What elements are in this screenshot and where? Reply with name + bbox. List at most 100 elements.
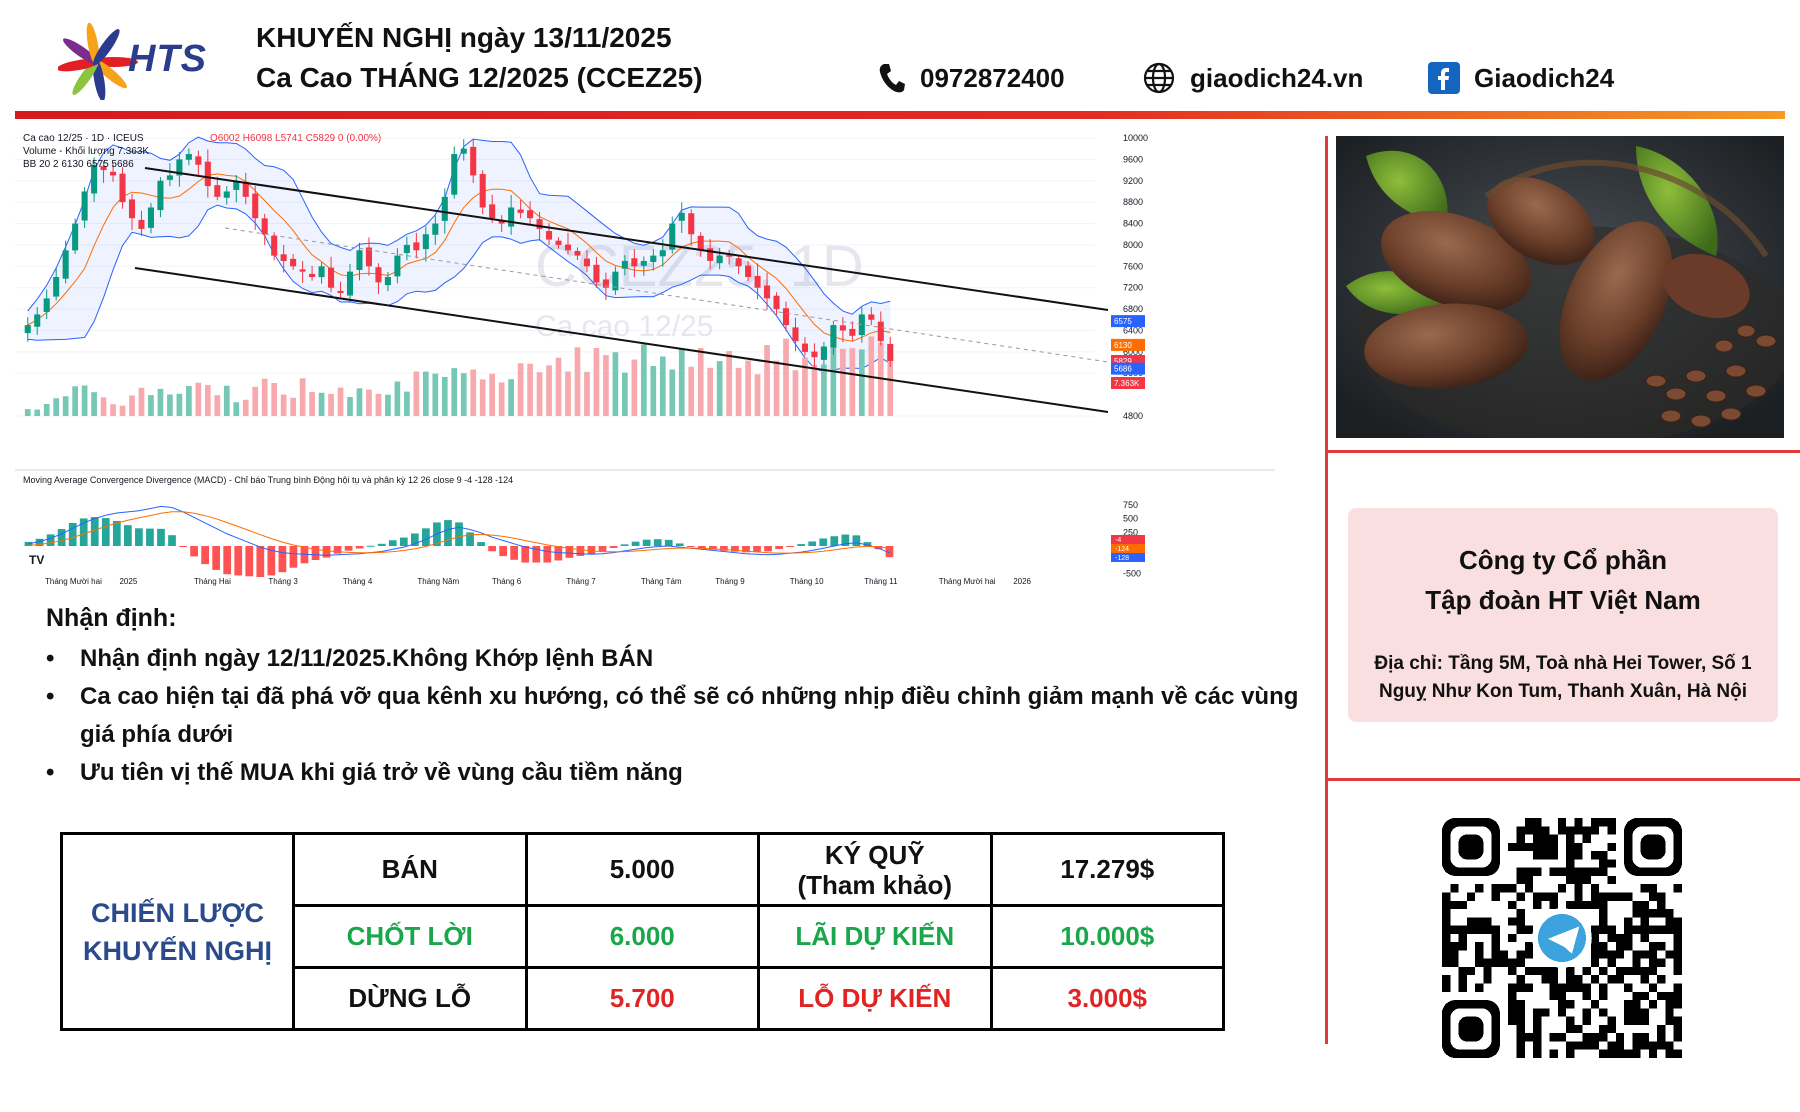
qr-module xyxy=(1640,950,1649,959)
qr-module xyxy=(1607,975,1616,984)
price-chart[interactable]: CCEZ25, 1D Ca cao 12/25 10000 9600 9200 880… xyxy=(15,126,1315,590)
candle xyxy=(593,264,600,283)
qr-module xyxy=(1657,925,1666,934)
candle xyxy=(678,212,685,221)
qr-module xyxy=(1566,1000,1575,1009)
qr-module xyxy=(1607,875,1616,885)
volume-bar xyxy=(460,373,467,416)
macd-histogram-bar xyxy=(123,525,132,546)
qr-module xyxy=(1516,1024,1525,1034)
candle xyxy=(621,260,628,269)
volume-bar xyxy=(574,347,581,416)
trend-channel xyxy=(134,167,1109,413)
volume-bar xyxy=(318,392,325,416)
candle xyxy=(659,250,666,257)
macd-histogram-bar xyxy=(521,546,530,563)
macd-histogram-bar xyxy=(179,546,187,547)
x-tick-label: Tháng Mười hai xyxy=(45,577,102,586)
price-tag xyxy=(1111,377,1145,389)
candle xyxy=(716,255,723,264)
macd-histogram-bar xyxy=(24,541,33,546)
volume-bar xyxy=(290,397,296,416)
candle xyxy=(403,244,410,254)
qr-module xyxy=(1590,1000,1600,1009)
qr-module xyxy=(1524,950,1534,959)
contact-facebook[interactable]: Giaodich24 xyxy=(1428,60,1614,96)
bollinger-lower xyxy=(27,204,891,373)
qr-module xyxy=(1673,1024,1682,1034)
qr-module xyxy=(1566,875,1575,885)
qr-module xyxy=(1475,958,1484,967)
candle xyxy=(290,258,297,267)
qr-module xyxy=(1640,933,1649,943)
qr-module xyxy=(1599,909,1608,918)
qr-module xyxy=(1499,958,1509,967)
candle xyxy=(34,314,41,327)
macd-histogram-bar xyxy=(90,517,99,546)
qr-module xyxy=(1450,958,1459,967)
website-link[interactable]: giaodich24.vn xyxy=(1190,62,1364,93)
x-tick-label: 2025 xyxy=(119,577,137,586)
hts-logo-icon xyxy=(58,22,138,100)
facebook-link[interactable]: Giaodich24 xyxy=(1474,62,1615,93)
macd-histogram-bar xyxy=(422,528,430,546)
candle xyxy=(527,210,534,219)
qr-module xyxy=(1442,950,1451,959)
qr-module xyxy=(1590,975,1600,984)
candle xyxy=(536,219,543,229)
qr-module xyxy=(1516,925,1525,934)
y-tick-label: 6800 xyxy=(1123,304,1143,314)
bullet-icon: • xyxy=(46,645,55,672)
header-divider xyxy=(15,111,1785,119)
macd-tag xyxy=(1111,535,1145,544)
volume-bar xyxy=(830,346,837,416)
macd-signal-path xyxy=(28,511,890,554)
candle xyxy=(868,314,875,320)
entry-price: 5.000 xyxy=(524,832,760,907)
strategy-heading: CHIẾN LƯỢC KHUYẾN NGHỊ xyxy=(60,832,295,1031)
qr-module xyxy=(1516,1041,1525,1050)
qr-module xyxy=(1582,826,1591,835)
qr-module xyxy=(1533,842,1542,852)
qr-module xyxy=(1475,917,1484,926)
qr-module xyxy=(1599,917,1608,926)
qr-module xyxy=(1657,958,1666,967)
contact-website[interactable]: giaodich24.vn xyxy=(1142,60,1363,96)
chart-canvas: CCEZ25, 1D Ca cao 12/25 1000096009200880… xyxy=(15,126,1315,590)
qr-module xyxy=(1524,966,1534,976)
qr-module xyxy=(1615,892,1625,901)
qr-module xyxy=(1566,851,1575,860)
macd-histogram-bar xyxy=(477,542,485,546)
stop-loss-price: 5.700 xyxy=(524,966,760,1031)
qr-module xyxy=(1648,950,1658,959)
x-tick-label: Tháng 4 xyxy=(343,577,373,586)
candle xyxy=(745,265,752,277)
volume-bar xyxy=(479,379,486,416)
candle xyxy=(887,343,894,361)
qr-module xyxy=(1665,917,1674,926)
contact-phone[interactable]: 0972872400 xyxy=(878,60,1065,96)
telegram-qr-code[interactable] xyxy=(1442,818,1682,1058)
qr-module xyxy=(1466,966,1476,976)
qr-module xyxy=(1533,1024,1542,1034)
qr-module xyxy=(1590,1041,1600,1050)
qr-module xyxy=(1516,950,1525,959)
globe-icon xyxy=(1143,62,1175,94)
volume-bar xyxy=(470,369,477,416)
qr-module xyxy=(1533,900,1542,910)
volume-bar xyxy=(214,395,221,416)
x-tick-label: Tháng Năm xyxy=(417,577,459,586)
candle xyxy=(280,254,287,261)
qr-module xyxy=(1615,1033,1625,1042)
qr-module xyxy=(1508,983,1517,992)
company-name: Công ty Cổ phần Tập đoàn HT Việt Nam xyxy=(1348,540,1778,620)
volume-bar xyxy=(546,365,552,416)
expected-profit-label: LÃI DỰ KIẾN xyxy=(757,904,993,969)
bollinger-upper xyxy=(27,136,891,315)
macd-histogram-bar xyxy=(35,538,44,546)
candle xyxy=(346,271,354,296)
macd-histogram-bar xyxy=(135,528,143,546)
x-tick-label: Tháng Mười hai xyxy=(939,577,996,586)
qr-module xyxy=(1640,1041,1649,1050)
qr-module xyxy=(1640,900,1649,910)
